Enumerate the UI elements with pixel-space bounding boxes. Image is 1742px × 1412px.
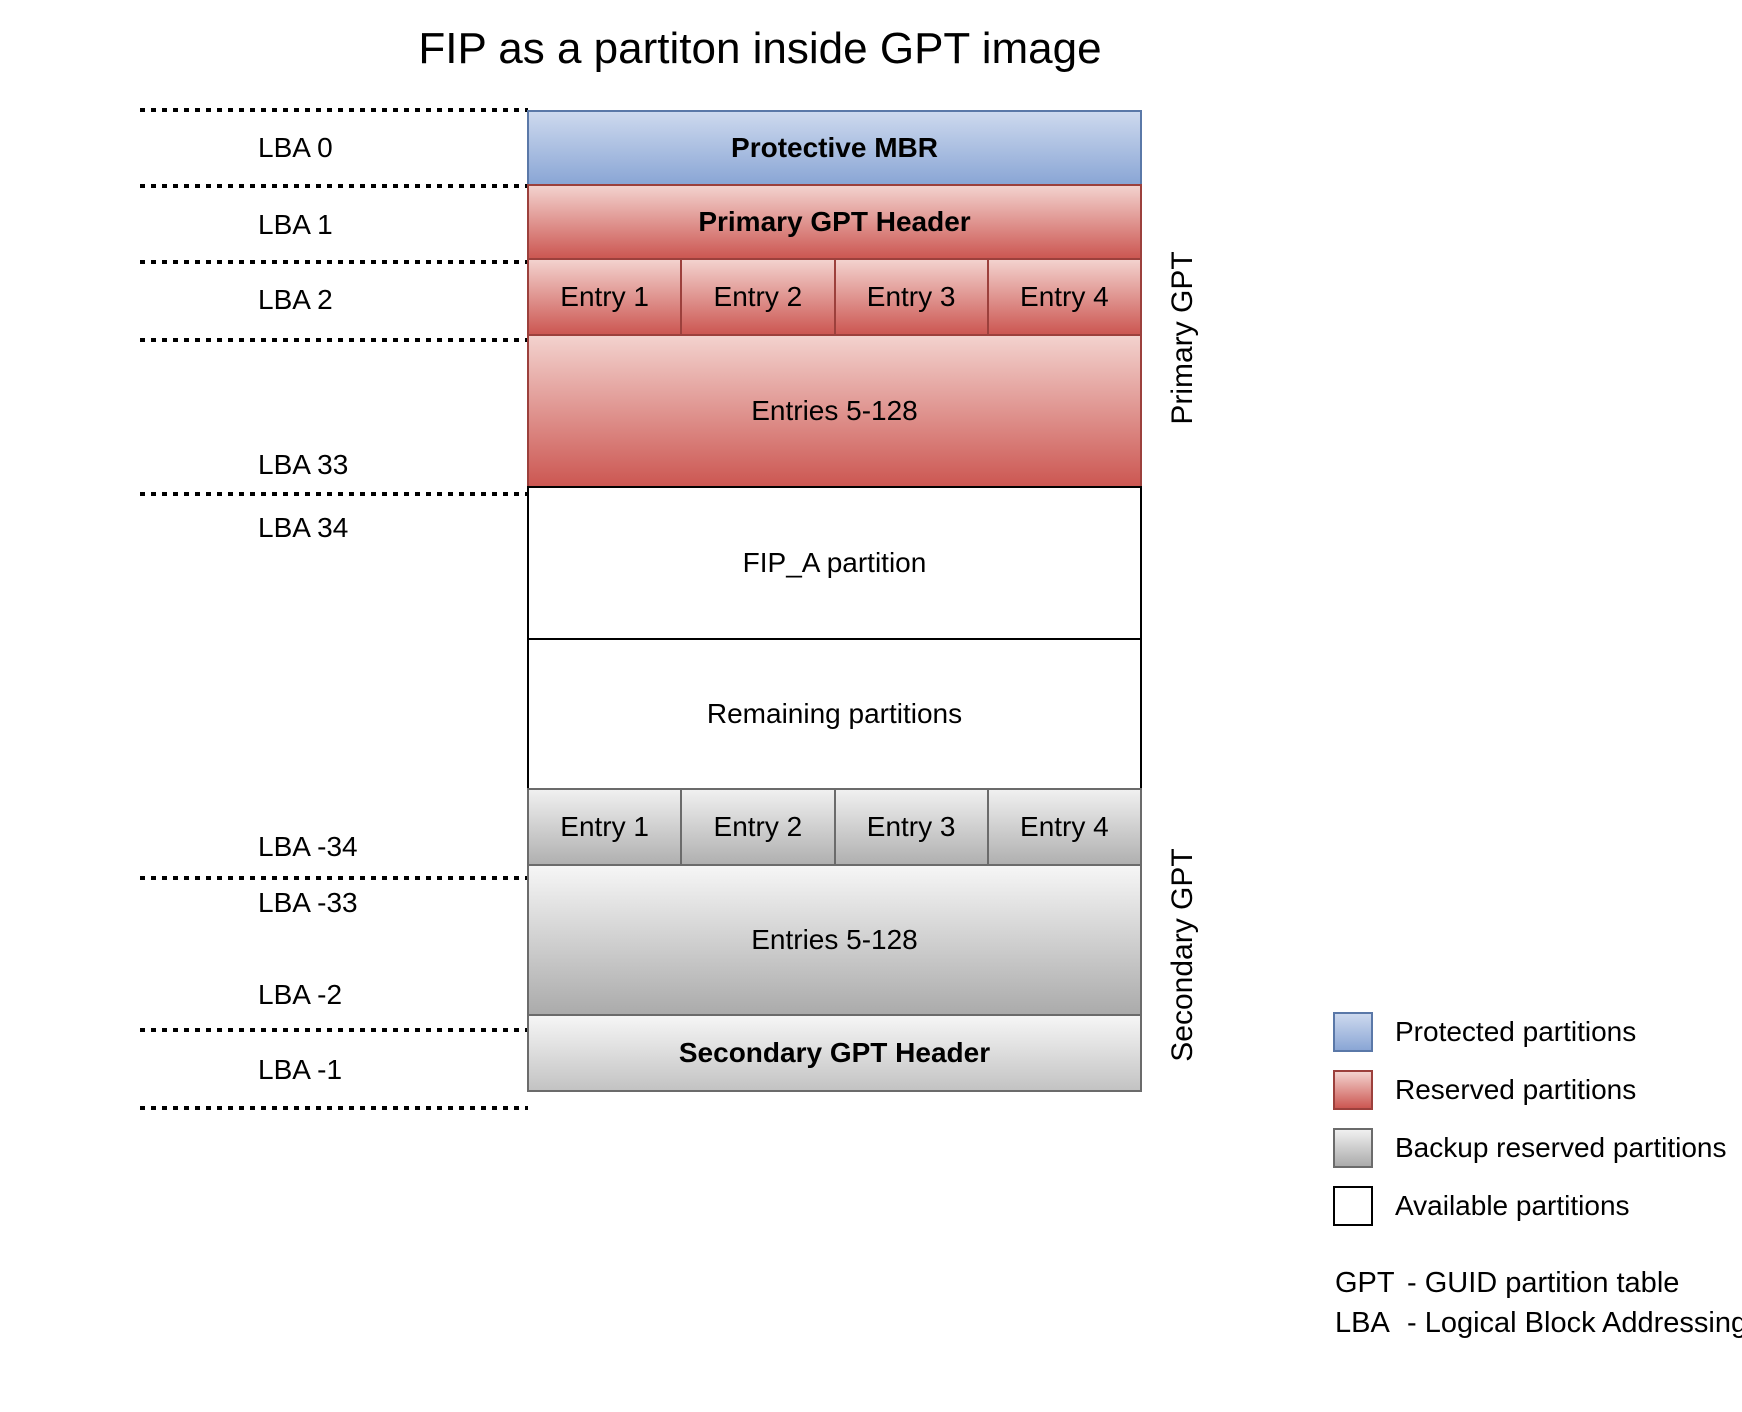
secondary-entry-3-label: Entry 3: [866, 811, 956, 842]
legend-label-protected: Protected partitions: [1395, 1016, 1637, 1047]
legend: Protected partitions Reserved partitions…: [1333, 1012, 1727, 1226]
backup-reserved-partitions-swatch: [1333, 1128, 1373, 1168]
partition-primary-entries-rest: Entries 5-128: [527, 334, 1142, 488]
legend-item-backup: Backup reserved partitions: [1333, 1128, 1727, 1168]
secondary-entry-2: Entry 2: [680, 790, 833, 864]
secondary-entry-3: Entry 3: [833, 790, 987, 864]
footnote-lba-term: LBA: [1335, 1307, 1390, 1339]
secondary-entry-1: Entry 1: [529, 790, 680, 864]
partition-fip-a: FIP_A partition: [527, 486, 1142, 640]
primary-entry-2-label: Entry 2: [713, 281, 803, 312]
partition-primary-entries-rest-label: Entries 5-128: [751, 395, 918, 426]
dotted-line-lba2-top: [140, 260, 528, 264]
lba-label-2: LBA 2: [258, 284, 333, 315]
partition-secondary-entries-rest: Entries 5-128: [527, 864, 1142, 1016]
secondary-entry-4: Entry 4: [986, 790, 1140, 864]
available-partitions-swatch: [1333, 1186, 1373, 1226]
primary-entry-1-label: Entry 1: [560, 281, 649, 312]
lba-label-0: LBA 0: [258, 132, 333, 163]
primary-entry-2: Entry 2: [680, 260, 833, 334]
legend-label-available: Available partitions: [1395, 1190, 1630, 1221]
secondary-entry-4-label: Entry 4: [1020, 811, 1109, 842]
diagram-title: FIP as a partiton inside GPT image: [418, 24, 1102, 73]
partition-fip-a-label: FIP_A partition: [742, 547, 927, 578]
lba-label--33: LBA -33: [258, 887, 358, 918]
dotted-line-lba1-top: [140, 184, 528, 188]
side-label-secondary-gpt: Secondary GPT: [1166, 848, 1199, 1062]
footnote-gpt-term: GPT: [1335, 1267, 1395, 1299]
partition-primary-gpt-header: Primary GPT Header: [527, 184, 1142, 260]
lba-label--2: LBA -2: [258, 979, 343, 1010]
partition-stack: Protective MBR Primary GPT Header Entry …: [527, 110, 1142, 1092]
primary-entry-row: Entry 1 Entry 2 Entry 3 Entry 4: [527, 258, 1142, 336]
dotted-line-lba34-top: [140, 492, 528, 496]
reserved-partitions-swatch: [1333, 1070, 1373, 1110]
secondary-entry-1-label: Entry 1: [560, 811, 649, 842]
legend-label-reserved: Reserved partitions: [1395, 1074, 1637, 1105]
partition-secondary-entries-rest-label: Entries 5-128: [751, 924, 918, 955]
secondary-entry-2-label: Entry 2: [713, 811, 803, 842]
legend-item-available: Available partitions: [1333, 1186, 1727, 1226]
dotted-line-lba0-top: [140, 108, 528, 112]
primary-entry-3: Entry 3: [833, 260, 987, 334]
dotted-line-lba33-top: [140, 338, 528, 342]
partition-protective-mbr: Protective MBR: [527, 110, 1142, 186]
primary-entry-4: Entry 4: [986, 260, 1140, 334]
footnote-gpt: GPT - GUID partition table: [1335, 1266, 1679, 1300]
lba-label--1: LBA -1: [258, 1054, 343, 1085]
legend-label-backup: Backup reserved partitions: [1395, 1132, 1727, 1163]
lba-label-34: LBA 34: [258, 512, 349, 543]
primary-entry-4-label: Entry 4: [1020, 281, 1109, 312]
lba-label-1: LBA 1: [258, 209, 333, 240]
footnote-gpt-definition: - GUID partition table: [1407, 1267, 1680, 1299]
lba-label--34: LBA -34: [258, 831, 358, 862]
dotted-line-bottom: [140, 1106, 528, 1110]
partition-protective-mbr-label: Protective MBR: [731, 132, 938, 163]
dotted-line-lba-33-top: [140, 876, 528, 880]
side-label-primary-gpt: Primary GPT: [1166, 251, 1199, 425]
partition-primary-gpt-header-label: Primary GPT Header: [698, 206, 971, 237]
footnote-lba-definition: - Logical Block Addressing: [1407, 1307, 1742, 1339]
footnote-lba: LBA - Logical Block Addressing: [1335, 1306, 1742, 1340]
primary-entry-3-label: Entry 3: [866, 281, 956, 312]
partition-remaining: Remaining partitions: [527, 638, 1142, 790]
primary-entry-1: Entry 1: [529, 260, 680, 334]
legend-item-reserved: Reserved partitions: [1333, 1070, 1727, 1110]
dotted-line-lba-1-top: [140, 1028, 528, 1032]
partition-secondary-gpt-header: Secondary GPT Header: [527, 1014, 1142, 1092]
secondary-entry-row: Entry 1 Entry 2 Entry 3 Entry 4: [527, 788, 1142, 866]
partition-remaining-label: Remaining partitions: [706, 698, 963, 729]
lba-label-33: LBA 33: [258, 449, 349, 480]
protected-partitions-swatch: [1333, 1012, 1373, 1052]
partition-secondary-gpt-header-label: Secondary GPT Header: [678, 1037, 991, 1068]
legend-item-protected: Protected partitions: [1333, 1012, 1727, 1052]
